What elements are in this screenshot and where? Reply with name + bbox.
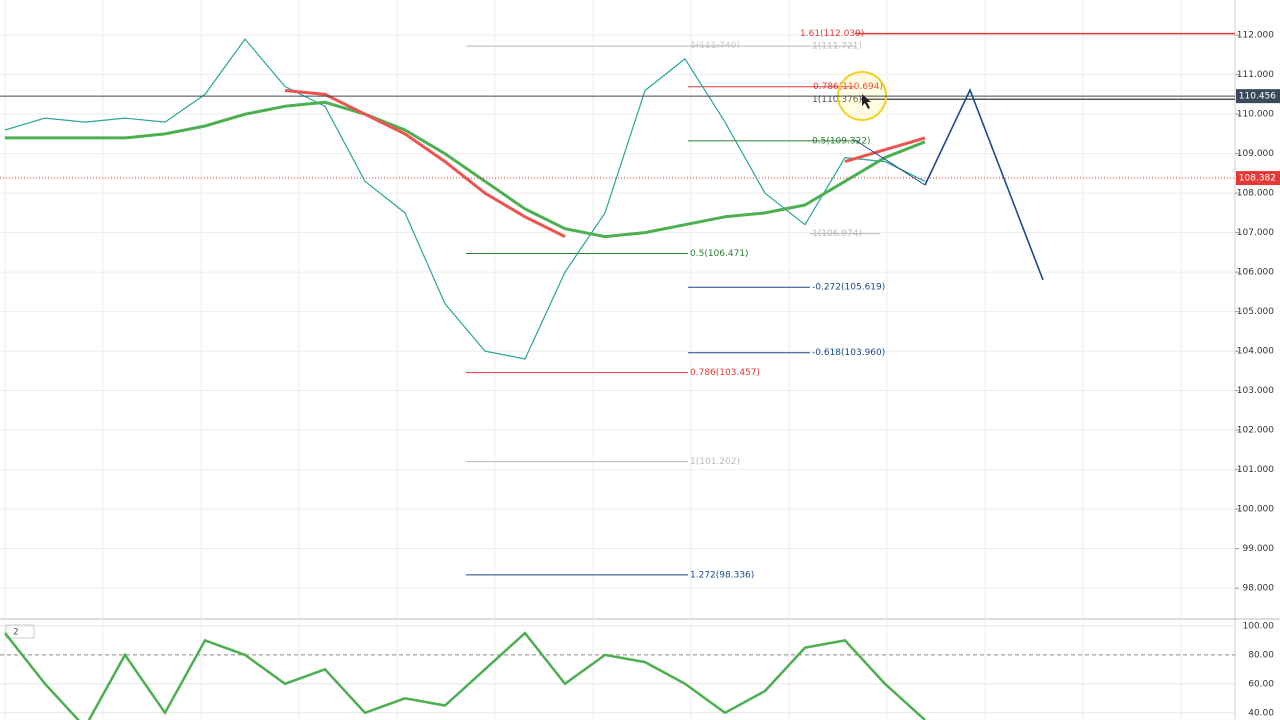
y-tick-label: 104.000 (1237, 347, 1274, 357)
price-tag-label: 110.456 (1239, 92, 1276, 102)
osc-line (4, 631, 926, 720)
fib-label: 1.272(98.336) (690, 570, 754, 580)
y-tick-label: 109.000 (1237, 149, 1274, 159)
y-tick-label: 105.000 (1237, 307, 1274, 317)
fib-label: 1(110.376) (812, 95, 862, 105)
y-tick-label: 103.000 (1237, 386, 1274, 396)
series-line (284, 89, 926, 238)
fib-levels: 1.61(112.039) 1(111.721) 1(111.740) 0.786(1… (466, 29, 1235, 580)
fib-label: -0.618(103.960) (812, 348, 885, 358)
series-line (4, 38, 926, 360)
price-axis: 98.000 99.000 100.000 101.000 102.000 103.000… (0, 31, 1280, 594)
osc-tick-label: 40.00 (1248, 708, 1274, 718)
y-tick-label: 107.000 (1237, 228, 1274, 238)
y-tick-label: 102.000 (1237, 426, 1274, 436)
y-tick-label: 100.000 (1237, 505, 1274, 515)
y-tick-label: 111.000 (1237, 70, 1274, 80)
y-tick-label: 112.000 (1237, 31, 1274, 41)
price-tag (1236, 171, 1280, 186)
y-tick-label: 101.000 (1237, 465, 1274, 475)
pane-badge[interactable] (5, 624, 35, 639)
fib-label: 0.5(109.322) (812, 136, 871, 146)
osc-tick-label: 100.00 (1243, 621, 1275, 631)
price-tag (1236, 89, 1280, 104)
fib-label: -0.272(105.619) (812, 283, 885, 293)
y-tick-label: 106.000 (1237, 268, 1274, 278)
grid (0, 0, 1235, 720)
pane-label: 2 (13, 628, 19, 638)
trend-line (854, 139, 926, 186)
series-line (5, 100, 926, 239)
y-tick-label: 98.000 (1243, 584, 1275, 594)
y-tick-label: 99.000 (1243, 544, 1275, 554)
projection (924, 87, 1044, 281)
osc-tick-label: 80.00 (1248, 650, 1274, 660)
price-tag-label: 108.382 (1239, 174, 1276, 184)
series (4, 38, 926, 360)
fib-label: 1(101.202) (690, 457, 740, 467)
y-tick-label: 108.000 (1237, 189, 1274, 199)
fib-label: 1(111.721) (812, 42, 862, 52)
cursor (862, 94, 871, 109)
fib-label: 0.5(106.471) (690, 249, 749, 259)
fib-label: 0.786(110.694) (813, 82, 883, 92)
fib-label: 1.61(112.039) (800, 29, 864, 39)
oscillator: 2 100.00 80.00 60.00 40.00 (0, 621, 1274, 720)
y-tick-label: 110.000 (1237, 110, 1274, 120)
fib-label: 0.786(103.457) (690, 368, 760, 378)
osc-tick-label: 60.00 (1248, 679, 1274, 689)
fib-label: 1(111.740) (690, 41, 740, 51)
fib-label: 1(106.974) (812, 229, 862, 239)
